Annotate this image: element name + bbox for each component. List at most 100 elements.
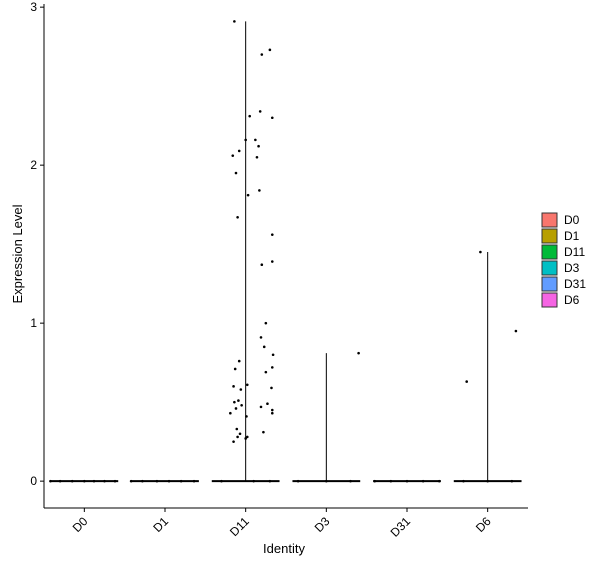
data-point: [229, 411, 232, 415]
data-point: [270, 260, 274, 263]
data-point: [270, 366, 274, 369]
data-point: [270, 116, 274, 120]
data-point: [270, 408, 274, 412]
data-point: [233, 20, 236, 23]
y-tick-label: 0: [30, 474, 37, 488]
data-point: [92, 479, 96, 483]
data-point: [237, 359, 241, 363]
data-point: [239, 388, 243, 391]
data-point: [259, 405, 263, 409]
data-point: [103, 479, 106, 483]
x-tick-label: D6: [473, 514, 494, 535]
data-point: [245, 383, 249, 387]
data-point: [231, 154, 235, 157]
data-point: [240, 404, 243, 407]
data-point: [235, 427, 239, 431]
legend-swatch-D1: [541, 228, 558, 244]
data-point: [167, 479, 171, 483]
data-point: [325, 479, 328, 483]
legend-label-D6: D6: [564, 293, 580, 307]
legend-swatch-D31: [541, 276, 558, 292]
data-point: [257, 144, 260, 148]
data-point: [58, 479, 62, 483]
data-point: [258, 110, 262, 113]
data-point: [479, 250, 482, 254]
legend-label-D3: D3: [564, 261, 580, 275]
y-tick-label: 1: [30, 316, 37, 330]
axes: [40, 4, 528, 512]
data-point: [252, 479, 256, 483]
data-point: [270, 411, 274, 415]
data-point: [179, 479, 183, 483]
data-point: [129, 479, 133, 483]
x-tick-label: D1: [150, 514, 171, 535]
data-point: [233, 367, 237, 371]
data-point: [238, 432, 242, 436]
data-point: [268, 48, 272, 52]
data-point: [234, 407, 238, 410]
data-point: [255, 155, 259, 159]
data-point: [259, 336, 263, 339]
data-point: [462, 479, 465, 483]
data-point: [113, 479, 117, 483]
data-point: [155, 479, 159, 483]
data-point: [192, 479, 196, 483]
data-point: [258, 189, 261, 192]
data-point: [510, 479, 514, 483]
data-point: [236, 215, 239, 219]
x-tick-label: D3: [312, 514, 333, 535]
legend-label-D1: D1: [564, 229, 580, 243]
data-point: [254, 138, 257, 142]
data-point: [237, 399, 240, 402]
data-point: [262, 430, 265, 434]
y-tick-label: 2: [30, 158, 37, 172]
y-tick-label: 3: [30, 0, 37, 14]
data-point: [266, 402, 269, 406]
data-point: [514, 329, 518, 333]
data-point: [245, 435, 249, 439]
data-point: [270, 386, 273, 390]
data-point: [421, 479, 425, 483]
legend-label-D31: D31: [564, 277, 586, 291]
data-point: [271, 353, 275, 357]
data-point: [248, 114, 251, 118]
data-point: [357, 351, 360, 355]
data-point: [260, 263, 264, 266]
data-point: [260, 53, 264, 56]
x-axis-title: Identity: [263, 541, 305, 556]
x-tick-label: D31: [388, 514, 414, 540]
legend-swatch-D0: [541, 212, 558, 228]
data-point: [141, 479, 144, 483]
data-points: [49, 20, 518, 483]
x-tick-label: D11: [227, 514, 252, 539]
violins: [50, 21, 522, 483]
data-point: [220, 479, 223, 483]
data-point: [349, 479, 352, 483]
legend-swatch-D3: [541, 260, 558, 276]
legend-label-D11: D11: [564, 245, 585, 259]
data-point: [264, 370, 268, 374]
data-point: [245, 415, 248, 418]
data-point: [268, 479, 272, 483]
legend: D0 D1 D11 D3 D31 D6: [541, 212, 586, 308]
data-point: [244, 138, 247, 142]
data-point: [405, 479, 409, 483]
data-point: [49, 479, 52, 483]
data-point: [83, 479, 86, 483]
data-point: [389, 479, 393, 483]
data-point: [232, 385, 235, 388]
data-point: [246, 193, 250, 197]
data-point: [296, 479, 300, 483]
y-axis-title: Expression Level: [10, 204, 25, 303]
data-point: [486, 479, 489, 483]
legend-swatch-D11: [541, 244, 558, 260]
data-point: [236, 435, 239, 439]
data-point: [70, 479, 74, 483]
data-point: [244, 437, 247, 440]
data-point: [237, 149, 241, 153]
tick-labels: 0 1 2 3 D0 D1 D11 D3 D31 D6: [30, 0, 494, 540]
data-point: [270, 233, 274, 236]
x-tick-label: D0: [70, 514, 91, 535]
legend-swatch-D6: [541, 292, 558, 308]
